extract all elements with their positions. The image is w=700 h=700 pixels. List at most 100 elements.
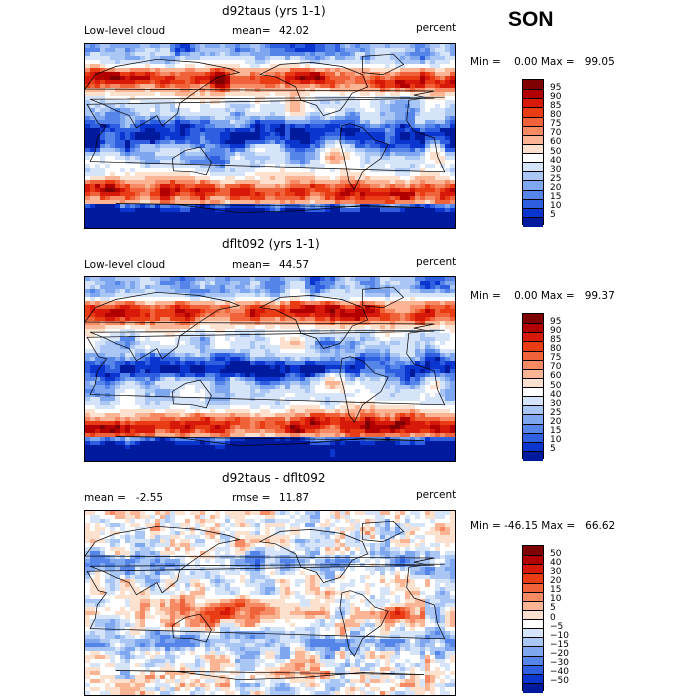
coastline [85,58,445,129]
panel-2-units: percent [416,256,457,268]
colorbar-swatch [523,546,543,557]
colorbar-tick-label: 95 [550,316,562,327]
colorbar-tick-label: 85 [550,100,562,111]
colorbar-swatch [523,664,543,675]
colorbar-swatch [523,555,543,566]
colorbar-swatch [523,600,543,611]
colorbar-tick-label: −15 [550,639,569,650]
panel-2-map [84,276,456,462]
panel-2-minmax: Min = 0.00 Max = 99.37 [470,290,615,302]
colorbar-swatch [523,414,543,425]
colorbar-swatch [523,314,543,325]
colorbar-swatch [523,107,543,118]
colorbar-tick-label: 10 [550,594,562,605]
colorbar-swatch [523,573,543,584]
panel-2-title: dflt092 (yrs 1-1) [222,237,320,251]
colorbar-swatch [523,619,543,630]
colorbar-swatch [523,89,543,100]
panel-1-colorbar [522,79,544,227]
colorbar-swatch [523,80,543,91]
colorbar-tick-label: 40 [550,389,562,400]
colorbar-tick-label: 75 [550,119,562,130]
panel-1-variable-label: Low-level cloud [84,25,166,37]
colorbar-swatch [523,98,543,109]
panel-1-mean-value: 42.02 [279,25,310,37]
colorbar-swatch [523,673,543,684]
colorbar-tick-label: 20 [550,417,562,427]
coastline [339,590,389,657]
colorbar-swatch [523,423,543,434]
coastline [339,356,389,423]
coastline [172,613,212,643]
cloud-field-map [85,277,455,461]
coastline [86,330,446,406]
panel-3-mean-label: mean = -2.55 [84,492,164,504]
colorbar-tick-label: 50 [550,146,562,157]
colorbar-swatch [523,180,543,191]
panel-3-rmse-label: rmse = [232,492,271,504]
colorbar-swatch [523,564,543,575]
colorbar-tick-label: 40 [550,155,562,166]
colorbar-swatch [523,377,543,388]
colorbar-swatch [523,153,543,164]
colorbar-swatch [523,198,543,209]
colorbar-tick-label: 80 [550,344,562,354]
colorbar-tick-label: −10 [550,630,569,641]
colorbar-swatch [523,207,543,218]
colorbar-tick-label: 25 [550,407,562,418]
colorbar-tick-label: 50 [550,548,562,559]
coastline [362,286,405,309]
colorbar-swatch [523,441,543,452]
colorbar-swatch [523,359,543,370]
colorbar-tick-label: 90 [550,91,562,102]
panel-1-units: percent [416,22,457,34]
colorbar-tick-label: 15 [550,585,562,596]
colorbar-tick-label: 90 [550,325,562,336]
season-label: SON [508,8,554,31]
colorbar-tick-label: 5 [550,603,556,614]
panel-3-rmse-value: 11.87 [279,492,310,504]
colorbar-tick-label: 10 [550,201,562,212]
panel-2-colorbar [522,313,544,461]
colorbar-tick-label: 85 [550,334,562,345]
colorbar-tick-label: 60 [550,137,562,148]
colorbar-tick-label: −20 [550,649,569,659]
colorbar-tick-label: 15 [550,192,562,203]
panel-1-mean-label: mean= [232,25,271,37]
colorbar-tick-label: 10 [550,435,562,446]
cloud-field-map [85,44,455,228]
coastline [172,146,212,176]
panel-3-map [84,510,456,696]
colorbar-swatch [523,655,543,666]
colorbar-swatch [523,405,543,416]
coastline [115,436,425,447]
colorbar-tick-label: 95 [550,82,562,93]
colorbar-swatch [523,189,543,200]
colorbar-swatch [523,162,543,173]
colorbar-swatch [523,450,543,461]
coastline [339,123,389,190]
colorbar-swatch [523,646,543,657]
panel-3-title: d92taus - dflt092 [222,471,326,485]
coastline [115,203,425,214]
coastline [85,525,445,596]
coastline [259,529,369,584]
panel-3-minmax: Min = -46.15 Max = 66.62 [470,520,616,532]
colorbar-tick-label: −40 [550,667,569,678]
colorbar-swatch [523,387,543,398]
coastline [362,520,405,543]
colorbar-tick-label: 75 [550,353,562,364]
colorbar-swatch [523,682,543,693]
cloud-field-map [85,511,455,695]
colorbar-swatch [523,591,543,602]
colorbar-tick-label: −50 [550,676,569,687]
coastline [86,97,446,173]
colorbar-swatch [523,216,543,227]
colorbar-tick-label: 40 [550,557,562,568]
colorbar-swatch [523,637,543,648]
colorbar-swatch [523,432,543,443]
colorbar-swatch [523,350,543,361]
coastline [85,291,445,362]
colorbar-tick-label: 70 [550,362,562,373]
colorbar-tick-label: 30 [550,398,562,409]
